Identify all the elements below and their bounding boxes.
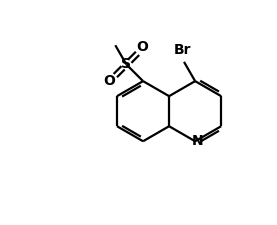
Text: O: O bbox=[137, 40, 148, 54]
Text: Br: Br bbox=[174, 43, 191, 57]
Text: S: S bbox=[121, 58, 131, 72]
Text: O: O bbox=[104, 74, 115, 88]
Text: N: N bbox=[191, 134, 203, 148]
